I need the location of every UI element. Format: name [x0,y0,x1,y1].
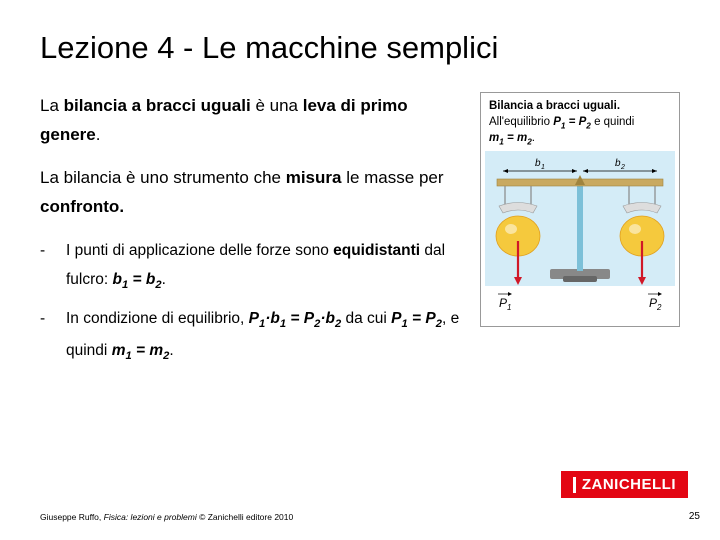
brand-text: ZANICHELLI [582,476,676,493]
formula: m1 = m2 [489,132,532,144]
publisher-logo: ZANICHELLI [561,471,688,498]
copyright: Giuseppe Ruffo, Fisica: lezioni e proble… [40,512,293,522]
svg-text:2: 2 [656,303,662,312]
bullet-list: - I punti di applicazione delle forze so… [40,236,460,367]
caption-title: Bilancia a bracci uguali. [489,100,620,112]
formula: m1 = m2 [112,342,170,359]
text: © Zanichelli editore 2010 [197,512,294,522]
text: . [96,125,101,144]
bold-text: misura [286,168,342,187]
figure-caption: Bilancia a bracci uguali. All'equilibrio… [481,93,679,151]
svg-text:P: P [499,296,507,310]
balance-scale-icon: b 1 b 2 [485,151,675,316]
text: è una [251,96,303,115]
formula: P1·b1 = P2·b2 [249,310,342,327]
figure-illustration: b 1 b 2 [481,151,679,326]
text: Fisica: lezioni e problemi [104,512,197,522]
text-column: La bilancia a bracci uguali è una leva d… [40,92,460,375]
text: La [40,96,64,115]
svg-text:1: 1 [541,164,545,171]
bullet-dash-icon: - [40,304,66,367]
text: e quindi [591,116,634,128]
bold-text: equidistanti [333,242,420,259]
paragraph-2: La bilancia è uno strumento che misura l… [40,164,460,222]
svg-text:1: 1 [507,303,511,312]
text: In condizione di equilibrio, [66,310,249,327]
bullet-dash-icon: - [40,236,66,297]
svg-text:2: 2 [620,164,625,171]
formula: b1 = b2 [113,271,162,288]
bullet-body: I punti di applicazione delle forze sono… [66,236,460,297]
text: I punti di applicazione delle forze sono [66,242,333,259]
text: La bilancia è uno strumento che [40,168,286,187]
svg-text:P: P [649,296,657,310]
text: da cui [341,310,391,327]
text: le masse per [341,168,443,187]
brand-bar-icon [573,477,576,493]
text: All'equilibrio [489,116,553,128]
list-item: - I punti di applicazione delle forze so… [40,236,460,297]
bullet-body: In condizione di equilibrio, P1·b1 = P2·… [66,304,460,367]
formula: P1 = P2 [391,310,442,327]
text: . [169,342,173,359]
text: . [162,271,166,288]
page-number: 25 [689,511,700,522]
bold-text: confronto. [40,197,124,216]
slide-footer: Giuseppe Ruffo, Fisica: lezioni e proble… [40,511,700,522]
paragraph-1: La bilancia a bracci uguali è una leva d… [40,92,460,150]
slide-title: Lezione 4 - Le macchine semplici [40,30,680,66]
content-row: La bilancia a bracci uguali è una leva d… [40,92,680,375]
formula: P1 = P2 [553,116,591,128]
text: Giuseppe Ruffo, [40,512,104,522]
text: . [532,132,535,144]
balance-figure: Bilancia a bracci uguali. All'equilibrio… [480,92,680,327]
figure-column: Bilancia a bracci uguali. All'equilibrio… [480,92,680,327]
bold-text: bilancia a bracci uguali [64,96,251,115]
list-item: - In condizione di equilibrio, P1·b1 = P… [40,304,460,367]
